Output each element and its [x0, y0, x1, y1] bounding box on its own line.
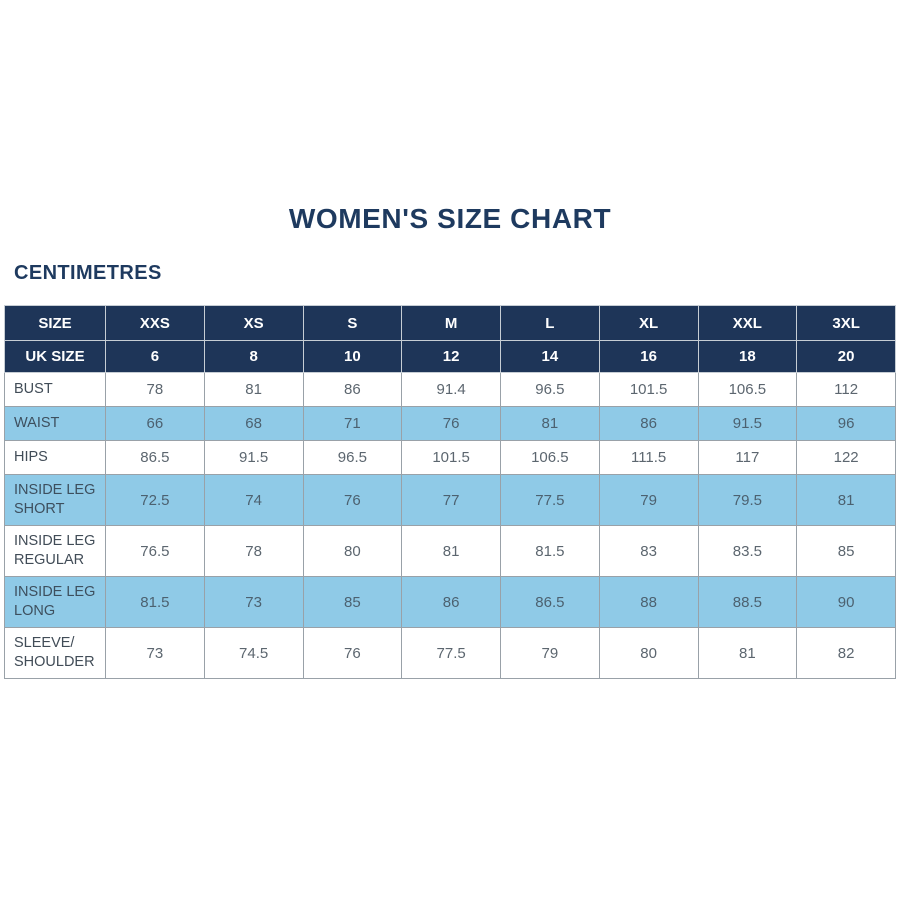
table-row: BUST 78 81 86 91.4 96.5 101.5 106.5 112 [4, 372, 896, 407]
cell-value: 73 [203, 576, 304, 628]
table-row: WAIST 66 68 71 76 81 86 91.5 96 [4, 406, 896, 441]
table-header: SIZE XXS XS S M L XL XXL 3XL UK SIZE 6 8 10 12 14 16 18… [4, 305, 896, 373]
cell-value: 85 [302, 576, 403, 628]
table-body: BUST 78 81 86 91.4 96.5 101.5 106.5 112 WAIST 66 68… [4, 372, 896, 679]
cell-value: 86 [598, 406, 699, 441]
uk-size-header: 14 [500, 340, 600, 373]
uk-size-header: 20 [796, 340, 896, 373]
cell-value: 76.5 [105, 525, 205, 577]
cell-value: 91.5 [203, 440, 304, 475]
column-header: XXS [105, 305, 205, 341]
uk-size-header: 12 [401, 340, 501, 373]
cell-value: 90 [796, 576, 896, 628]
uk-size-header: 8 [203, 340, 304, 373]
uk-size-header: UK SIZE [4, 340, 106, 373]
cell-value: 71 [302, 406, 403, 441]
size-header-row: SIZE XXS XS S M L XL XXL 3XL [4, 305, 896, 341]
cell-value: 74 [203, 474, 304, 526]
cell-value: 86.5 [105, 440, 205, 475]
cell-value: 85 [796, 525, 896, 577]
row-label: BUST [4, 372, 106, 407]
uk-size-header: 10 [302, 340, 403, 373]
column-header: M [401, 305, 501, 341]
cell-value: 81.5 [105, 576, 205, 628]
table-row: INSIDE LEG REGULAR 76.5 78 80 81 81.5 83 83.5 85 [4, 525, 896, 577]
table-row: HIPS 86.5 91.5 96.5 101.5 106.5 111.5 117 122 [4, 440, 896, 475]
row-label: SLEEVE/ SHOULDER [4, 627, 106, 679]
cell-value: 83 [598, 525, 699, 577]
cell-value: 81 [500, 406, 600, 441]
cell-value: 80 [302, 525, 403, 577]
cell-value: 106.5 [697, 372, 798, 407]
cell-value: 77.5 [500, 474, 600, 526]
cell-value: 96 [796, 406, 896, 441]
row-label: WAIST [4, 406, 106, 441]
uk-size-header: 16 [598, 340, 699, 373]
cell-value: 66 [105, 406, 205, 441]
column-header: SIZE [4, 305, 106, 341]
cell-value: 96.5 [500, 372, 600, 407]
column-header: XS [203, 305, 304, 341]
uk-size-header: 18 [697, 340, 798, 373]
cell-value: 76 [302, 474, 403, 526]
cell-value: 77.5 [401, 627, 501, 679]
cell-value: 78 [203, 525, 304, 577]
cell-value: 79 [500, 627, 600, 679]
cell-value: 91.5 [697, 406, 798, 441]
cell-value: 80 [598, 627, 699, 679]
table-row: SLEEVE/ SHOULDER 73 74.5 76 77.5 79 80 81 82 [4, 627, 896, 679]
row-label: INSIDE LEG LONG [4, 576, 106, 628]
table-row: INSIDE LEG LONG 81.5 73 85 86 86.5 88 88.5 90 [4, 576, 896, 628]
cell-value: 81 [697, 627, 798, 679]
cell-value: 83.5 [697, 525, 798, 577]
cell-value: 101.5 [401, 440, 501, 475]
unit-label: CENTIMETRES [14, 262, 162, 284]
cell-value: 68 [203, 406, 304, 441]
cell-value: 79.5 [697, 474, 798, 526]
table-row: INSIDE LEG SHORT 72.5 74 76 77 77.5 79 79.5 81 [4, 474, 896, 526]
cell-value: 81 [203, 372, 304, 407]
cell-value: 96.5 [302, 440, 403, 475]
uk-size-header-row: UK SIZE 6 8 10 12 14 16 18 20 [4, 340, 896, 373]
cell-value: 81.5 [500, 525, 600, 577]
uk-size-header: 6 [105, 340, 205, 373]
cell-value: 88 [598, 576, 699, 628]
cell-value: 73 [105, 627, 205, 679]
row-label: INSIDE LEG REGULAR [4, 525, 106, 577]
cell-value: 117 [697, 440, 798, 475]
row-label: HIPS [4, 440, 106, 475]
column-header: 3XL [796, 305, 896, 341]
column-header: L [500, 305, 600, 341]
cell-value: 88.5 [697, 576, 798, 628]
cell-value: 79 [598, 474, 699, 526]
column-header: XL [598, 305, 699, 341]
cell-value: 81 [796, 474, 896, 526]
cell-value: 101.5 [598, 372, 699, 407]
page-title: WOMEN'S SIZE CHART [288, 203, 612, 234]
column-header: S [302, 305, 403, 341]
cell-value: 76 [401, 406, 501, 441]
column-header: XXL [697, 305, 798, 341]
cell-value: 74.5 [203, 627, 304, 679]
row-label: INSIDE LEG SHORT [4, 474, 106, 526]
cell-value: 86 [401, 576, 501, 628]
cell-value: 78 [105, 372, 205, 407]
cell-value: 81 [401, 525, 501, 577]
cell-value: 72.5 [105, 474, 205, 526]
cell-value: 86 [302, 372, 403, 407]
cell-value: 86.5 [500, 576, 600, 628]
cell-value: 77 [401, 474, 501, 526]
size-chart-table: SIZE XXS XS S M L XL XXL 3XL UK SIZE 6 8 10 12 14 16 18… [4, 305, 896, 679]
cell-value: 111.5 [598, 440, 699, 475]
cell-value: 76 [302, 627, 403, 679]
cell-value: 112 [796, 372, 896, 407]
cell-value: 91.4 [401, 372, 501, 407]
cell-value: 82 [796, 627, 896, 679]
cell-value: 122 [796, 440, 896, 475]
cell-value: 106.5 [500, 440, 600, 475]
